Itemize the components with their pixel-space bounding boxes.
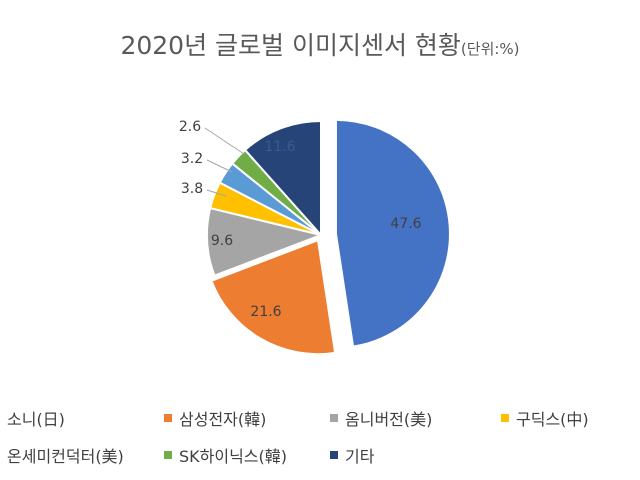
legend-swatch [164,414,172,422]
legend-label: 구딕스(中) [516,410,589,429]
legend-item: 삼성전자(韓) [164,406,266,430]
data-label: 47.6 [390,216,421,232]
pie-slice [334,118,451,348]
legend-label: 옴니버전(美) [345,410,433,429]
leader-line [204,127,245,155]
chart-title: 2020년 글로벌 이미지센서 현황(단위:%) [0,26,640,62]
legend-swatch [330,451,338,459]
data-label: 3.8 [181,181,203,197]
legend-item: 구딕스(中) [501,406,589,430]
unit-note: (단위:%) [460,40,520,58]
legend-item: 옴니버전(美) [330,406,432,430]
legend-label: 기타 [345,447,375,466]
legend-swatch [330,414,338,422]
pie-slice [243,119,322,238]
legend-label: 삼성전자(韓) [179,410,267,429]
data-label: 2.6 [179,119,201,135]
legend-swatch [501,414,509,422]
legend-item: SK하이닉스(韓) [164,443,287,467]
data-label: 9.6 [211,233,233,249]
legend-item: 온세미컨덕터(美) [0,443,124,467]
data-label: 21.6 [250,304,281,320]
legend-label: 소니(日) [7,410,65,429]
pie-slice [210,238,337,356]
chart-title-text: 2020년 글로벌 이미지센서 현황 [120,31,461,60]
legend-label: SK하이닉스(韓) [179,447,288,466]
legend-item: 기타 [330,443,374,467]
leader-line [206,189,227,197]
legend-item: 소니(日) [0,406,65,430]
data-label: 11.6 [264,139,295,155]
data-label: 3.2 [181,151,203,167]
legend-label: 온세미컨덕터(美) [7,447,124,466]
leader-line [206,159,233,173]
legend-swatch [164,451,172,459]
